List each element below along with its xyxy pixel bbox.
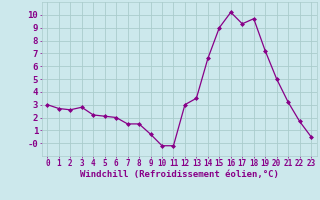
X-axis label: Windchill (Refroidissement éolien,°C): Windchill (Refroidissement éolien,°C) xyxy=(80,170,279,179)
